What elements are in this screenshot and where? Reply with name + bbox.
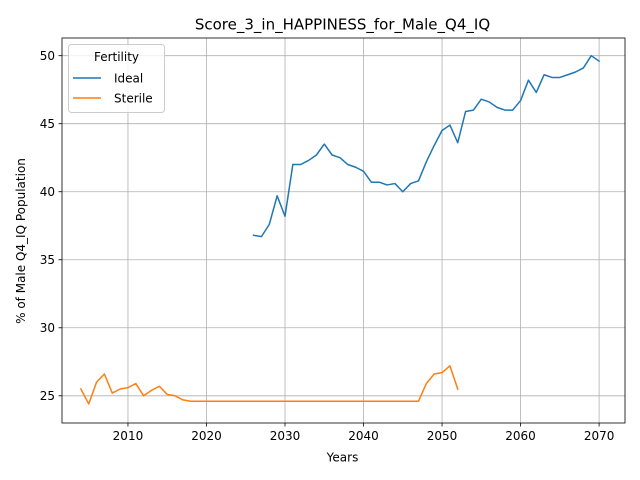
series-line-sterile — [79, 365, 459, 405]
legend-title: Fertility — [94, 50, 139, 64]
x-tick-label: 2010 — [113, 429, 144, 443]
legend-box — [68, 44, 165, 113]
y-tick-label: 50 — [40, 49, 55, 63]
plot-frame — [61, 37, 626, 424]
y-tick-label: 45 — [40, 117, 55, 131]
legend-items: Ideal Sterile — [73, 72, 153, 106]
x-tick-label: 2020 — [191, 429, 222, 443]
legend-label-ideal: Ideal — [114, 72, 143, 86]
series-layer — [79, 54, 601, 405]
series-line-ideal — [252, 54, 601, 238]
x-tick-label: 2050 — [427, 429, 458, 443]
chart-title: Score_3_in_HAPPINESS_for_Male_Q4_IQ — [195, 16, 490, 35]
legend: Fertility Ideal Sterile — [68, 44, 165, 113]
y-axis-label: % of Male Q4_IQ Population — [14, 158, 28, 324]
x-axis-label: Years — [326, 451, 359, 465]
x-tick-label: 2040 — [348, 429, 379, 443]
tick-layer: 2010 2020 2030 2040 2050 2060 2070 25 30 35 40 45 50 — [40, 49, 615, 443]
y-tick-label: 25 — [40, 389, 55, 403]
legend-label-sterile: Sterile — [114, 92, 153, 106]
x-tick-label: 2030 — [270, 429, 301, 443]
x-tick-label: 2060 — [505, 429, 536, 443]
y-tick-label: 40 — [40, 185, 55, 199]
y-tick-label: 35 — [40, 253, 55, 267]
x-tick-label: 2070 — [584, 429, 615, 443]
y-tick-label: 30 — [40, 321, 55, 335]
grid-layer — [62, 38, 625, 423]
